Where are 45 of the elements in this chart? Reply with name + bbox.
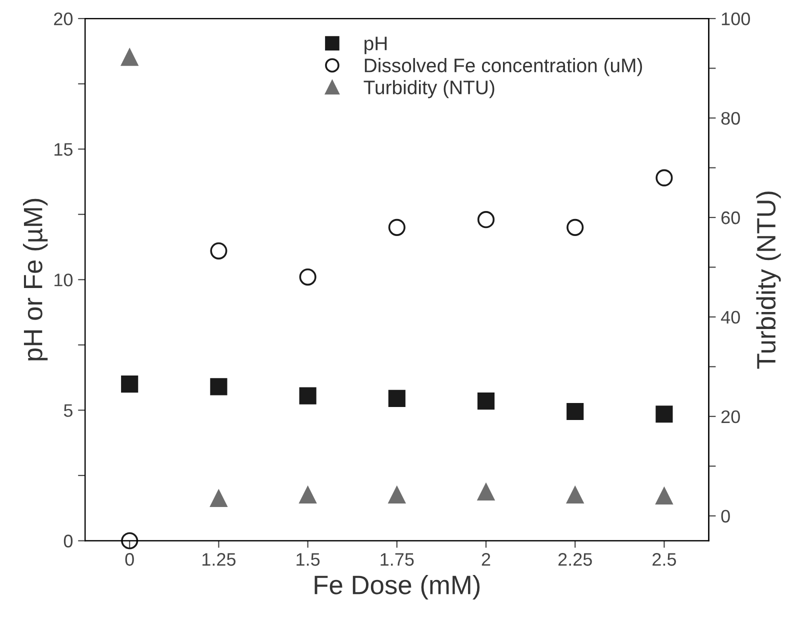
x-tick-label: 2.5 xyxy=(652,553,676,566)
point xyxy=(210,242,228,260)
point xyxy=(388,486,406,504)
x-tick-label: 1.75 xyxy=(380,553,414,566)
point xyxy=(299,387,316,404)
point xyxy=(210,490,228,508)
point xyxy=(121,376,138,393)
point xyxy=(388,390,406,407)
y-tick-label: 10 xyxy=(54,274,73,286)
point xyxy=(477,483,495,501)
y-tick-label: 0 xyxy=(64,534,73,548)
point xyxy=(656,406,673,423)
y2-tick-label: 0 xyxy=(721,510,730,523)
point xyxy=(121,48,138,66)
y-axis-title: pH or Fe (µM) xyxy=(23,198,48,360)
y2-tick-label: 100 xyxy=(722,12,750,26)
y2-tick-label: 20 xyxy=(721,410,740,424)
legend-label: Turbidity (NTU) xyxy=(364,80,494,98)
point xyxy=(477,392,495,410)
point xyxy=(566,218,584,236)
point xyxy=(299,268,316,286)
x-tick-label: 1.5 xyxy=(296,553,320,566)
point xyxy=(566,486,584,504)
y-tick-label: 20 xyxy=(54,12,73,26)
y2-tick-label: 80 xyxy=(721,112,740,125)
x-tick-label: 0 xyxy=(125,553,134,566)
point xyxy=(566,402,584,420)
y2-axis-title: Turbidity (NTU) xyxy=(756,192,781,369)
point xyxy=(388,218,406,236)
point xyxy=(121,532,138,550)
x-axis-title: Fe Dose (mM) xyxy=(314,574,480,600)
y-tick-label: 5 xyxy=(64,404,72,417)
point xyxy=(656,487,673,505)
y2-tick-label: 40 xyxy=(720,310,740,324)
point xyxy=(299,486,316,504)
point xyxy=(477,211,495,228)
x-tick-label: 2.25 xyxy=(558,553,592,566)
x-tick-label: 1.25 xyxy=(202,553,236,566)
y-tick-label: 15 xyxy=(54,143,72,156)
x-tick-label: 2 xyxy=(482,553,490,566)
point xyxy=(656,169,673,186)
y2-tick-label: 60 xyxy=(721,211,740,224)
legend-label: Dissolved Fe concentration (uM) xyxy=(364,58,642,76)
point xyxy=(210,378,228,396)
legend-label: pH xyxy=(364,36,387,54)
